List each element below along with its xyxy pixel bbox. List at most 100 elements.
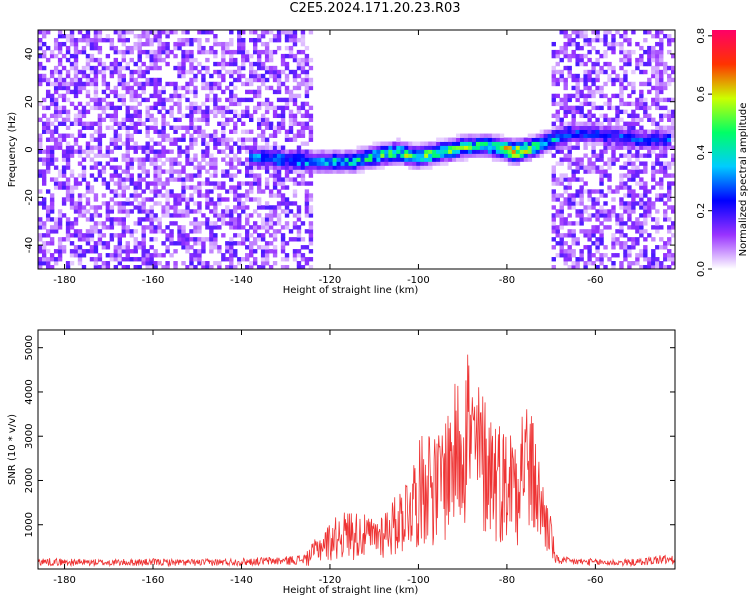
spectrogram-cell — [245, 181, 250, 186]
spectrogram-cell — [89, 185, 95, 190]
spectrogram-cell — [543, 137, 548, 142]
spectrogram-cell — [416, 165, 421, 170]
spectrogram-cell — [105, 205, 111, 210]
spectrogram-cell — [205, 30, 210, 35]
spectrogram-cell — [157, 153, 162, 158]
spectrogram-cell — [356, 165, 361, 170]
spectrogram-cell — [659, 169, 664, 174]
spectrogram-cell — [631, 89, 636, 95]
spectrogram-cell — [312, 153, 318, 158]
spectrogram-cell — [173, 65, 178, 71]
spectrogram-cell — [177, 69, 182, 75]
spectrogram-cell — [137, 81, 142, 87]
spectrogram-cell — [256, 57, 262, 63]
spectrogram-cell — [252, 61, 258, 67]
spectrogram-cell — [205, 133, 210, 138]
spectrogram-cell — [117, 193, 123, 198]
spectrogram-cell — [69, 101, 75, 107]
spectrogram-cell — [631, 145, 636, 150]
spectrogram-cell — [631, 129, 636, 134]
spectrogram-cell — [229, 57, 234, 63]
spectrogram-cell — [256, 225, 262, 230]
spectrogram-cell — [280, 225, 286, 230]
spectrogram-cell — [225, 153, 230, 158]
spectrogram-cell — [463, 141, 469, 146]
spectrogram-cell — [260, 189, 266, 194]
spectrogram-cell — [201, 65, 206, 71]
spectrogram-cell — [583, 33, 588, 39]
spectrogram-cell — [563, 173, 568, 178]
spectrogram-cell — [288, 93, 294, 99]
spectrogram-cell — [639, 225, 644, 230]
spectrogram-cell — [217, 61, 222, 67]
spectrogram-cell — [300, 101, 306, 107]
spectrogram-cell — [611, 197, 616, 202]
spectrogram-cell — [659, 113, 664, 119]
spectrogram-cell — [619, 81, 624, 87]
spectrogram-cell — [627, 141, 632, 146]
spectrogram-cell — [260, 113, 266, 119]
spectrogram-cell — [189, 185, 194, 190]
spectrogram-cell — [651, 69, 656, 75]
spectrogram-cell — [93, 137, 99, 142]
spectrogram-cell — [97, 173, 103, 178]
spectrogram-cell — [113, 265, 119, 270]
spectrogram-cell — [129, 113, 134, 119]
spectrogram-cell — [304, 45, 310, 51]
spectrogram-cell — [599, 229, 604, 234]
spectrogram-cell — [627, 169, 632, 174]
spectrogram-cell — [308, 169, 314, 174]
spectrogram-cell — [245, 109, 250, 115]
spectrogram-x-tick-label: -60 — [587, 275, 603, 286]
spectrogram-cell — [177, 73, 182, 79]
spectrogram-cell — [276, 177, 282, 182]
spectrogram-cell — [623, 201, 628, 206]
spectrogram-cell — [268, 205, 274, 210]
spectrogram-cell — [133, 221, 138, 226]
spectrogram-cell — [193, 249, 198, 254]
spectrogram-cell — [292, 193, 298, 198]
spectrogram-cell — [133, 97, 138, 103]
spectrogram-cell — [591, 125, 596, 130]
spectrogram-cell — [201, 237, 206, 242]
spectrogram-cell — [125, 37, 130, 43]
spectrogram-cell — [396, 161, 401, 166]
spectrogram-cell — [300, 253, 306, 258]
spectrogram-cell — [272, 229, 278, 234]
spectrogram-cell — [233, 109, 238, 115]
snr-series-line — [37, 354, 676, 568]
spectrogram-cell — [619, 85, 624, 91]
spectrogram-cell — [376, 161, 381, 166]
spectrogram-cell — [631, 109, 636, 115]
spectrogram-cell — [627, 193, 632, 198]
spectrogram-cell — [256, 173, 262, 178]
spectrogram-cell — [643, 165, 648, 170]
spectrogram-cell — [237, 161, 242, 166]
spectrogram-cell — [655, 229, 660, 234]
spectrogram-cell — [511, 153, 517, 158]
spectrogram-cell — [173, 241, 178, 246]
spectrogram-cell — [153, 57, 158, 63]
spectrogram-cell — [579, 177, 584, 182]
spectrogram-cell — [292, 101, 298, 107]
spectrogram-cell — [153, 37, 158, 43]
spectrogram-cell — [93, 33, 99, 39]
spectrogram-cell — [260, 61, 266, 67]
spectrogram-cell — [647, 30, 652, 35]
spectrogram-cell — [241, 129, 246, 134]
spectrogram-cell — [256, 49, 262, 55]
spectrogram-cell — [201, 45, 206, 51]
spectrogram-cell — [237, 33, 242, 39]
spectrogram-cell — [93, 30, 99, 35]
spectrogram-cell — [38, 137, 43, 142]
spectrogram-cell — [276, 161, 282, 166]
spectrogram-cell — [555, 253, 560, 258]
spectrogram-cell — [579, 133, 584, 138]
spectrogram-cell — [233, 121, 238, 126]
spectrogram-cell — [237, 37, 242, 43]
spectrogram-cell — [300, 65, 306, 71]
spectrogram-cell — [631, 173, 636, 178]
spectrogram-cell — [595, 77, 600, 83]
spectrogram-cell — [623, 73, 628, 79]
spectrogram-cell — [272, 253, 278, 258]
